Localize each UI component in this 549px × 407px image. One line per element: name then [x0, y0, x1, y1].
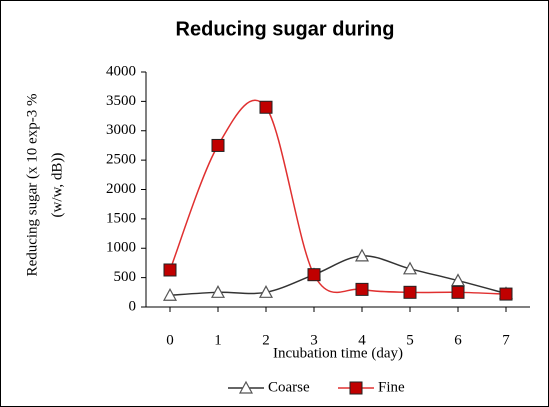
x-tick-label: 3 — [310, 332, 318, 348]
marker — [451, 285, 465, 299]
marker — [354, 248, 370, 262]
marker — [162, 287, 178, 301]
x-tick-label: 6 — [454, 332, 462, 348]
marker — [259, 100, 273, 114]
x-tick-label: 1 — [214, 332, 222, 348]
legend-marker — [349, 381, 363, 395]
marker — [210, 285, 226, 298]
marker — [355, 282, 369, 296]
legend-label: Fine — [378, 379, 405, 395]
y-tick-label: 2000 — [106, 181, 136, 197]
x-tick-label: 2 — [262, 332, 270, 348]
marker — [307, 268, 321, 282]
x-tick-label: 4 — [358, 332, 366, 348]
y-tick-label: 2500 — [106, 152, 136, 168]
x-tick-label: 0 — [166, 332, 174, 348]
x-tick-label: 7 — [502, 332, 510, 348]
marker — [163, 263, 177, 277]
legend-marker — [238, 380, 254, 394]
y-axis-label: Reducing sugar (x 10 exp-3 % — [24, 94, 40, 277]
series-line — [169, 255, 507, 296]
y-tick-label: 500 — [114, 269, 137, 285]
legend-label: Coarse — [268, 379, 310, 395]
marker — [402, 261, 418, 275]
y-tick-label: 4000 — [106, 63, 136, 79]
y-tick-label: 3500 — [106, 93, 136, 109]
marker — [258, 285, 274, 298]
x-axis-label: Incubation time (day) — [273, 345, 403, 361]
y-tick-label: 0 — [129, 298, 137, 314]
y-tick-label: 3000 — [106, 122, 136, 138]
y-tick-label: 1000 — [106, 240, 136, 256]
y-axis-label: (w/w, dB)) — [49, 153, 65, 218]
marker — [499, 287, 513, 301]
y-tick-label: 1500 — [106, 210, 136, 226]
chart-title: Reducing sugar during — [176, 18, 395, 40]
x-tick-label: 5 — [406, 332, 414, 348]
marker — [211, 138, 225, 152]
marker — [403, 285, 417, 299]
marker — [450, 273, 466, 287]
